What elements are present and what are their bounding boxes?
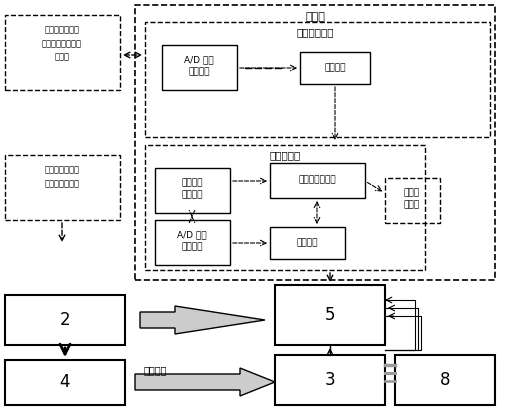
Text: 调频模型: 调频模型 xyxy=(324,64,346,72)
Text: 号输出: 号输出 xyxy=(404,201,420,210)
Text: 控制模型: 控制模型 xyxy=(181,191,203,199)
Text: A/D 转换: A/D 转换 xyxy=(184,55,214,65)
Text: 上位机: 上位机 xyxy=(305,12,325,22)
Text: 采集电压: 采集电压 xyxy=(181,242,203,252)
Bar xyxy=(270,227,345,259)
Bar xyxy=(145,22,490,137)
Text: 系统控制模型: 系统控制模型 xyxy=(296,27,334,37)
Text: 2: 2 xyxy=(60,311,70,329)
Bar xyxy=(5,15,120,90)
Text: 5: 5 xyxy=(325,306,335,324)
Text: 4: 4 xyxy=(60,373,70,391)
Text: 断优化: 断优化 xyxy=(55,53,70,62)
Text: A/D 转换: A/D 转换 xyxy=(177,231,207,240)
Polygon shape xyxy=(140,306,265,334)
Text: 3: 3 xyxy=(325,371,335,389)
Bar xyxy=(155,168,230,213)
Bar xyxy=(275,285,385,345)
Text: 器自动生成代码: 器自动生成代码 xyxy=(44,180,79,189)
Bar xyxy=(5,295,125,345)
Text: 占空比计算模型: 占空比计算模型 xyxy=(298,175,336,185)
Bar xyxy=(5,360,125,405)
Text: 中断子模型: 中断子模型 xyxy=(269,150,300,160)
Text: 经目标语言编译: 经目标语言编译 xyxy=(44,166,79,175)
Text: 控制信: 控制信 xyxy=(404,189,420,198)
Bar xyxy=(275,355,385,405)
Bar xyxy=(385,178,440,223)
Text: 驱动信号: 驱动信号 xyxy=(143,365,167,375)
Text: 中点电位: 中点电位 xyxy=(181,178,203,187)
Polygon shape xyxy=(135,368,275,396)
Text: 调压模型: 调压模型 xyxy=(296,238,318,247)
Bar xyxy=(145,145,425,270)
Bar xyxy=(155,220,230,265)
Text: 证，反复修改，不: 证，反复修改，不 xyxy=(42,39,82,48)
Text: 采集频率: 采集频率 xyxy=(188,67,210,76)
Bar xyxy=(395,355,495,405)
Bar xyxy=(270,163,365,198)
Bar xyxy=(300,52,370,84)
Text: 8: 8 xyxy=(440,371,450,389)
Text: 连续的测试与验: 连续的测试与验 xyxy=(44,25,79,35)
Bar xyxy=(162,45,237,90)
Bar xyxy=(5,155,120,220)
Bar xyxy=(135,5,495,280)
